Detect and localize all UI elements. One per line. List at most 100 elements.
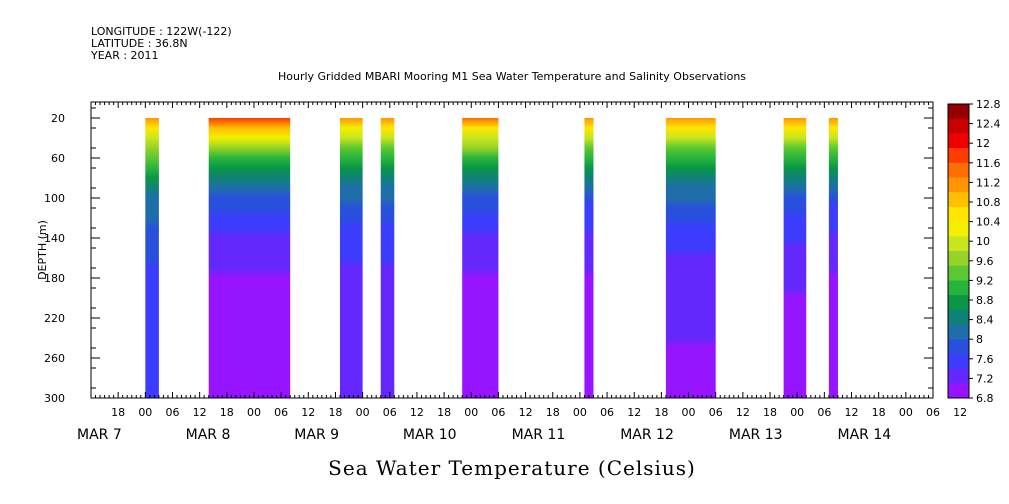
x-hour-tick-label: 06 bbox=[600, 406, 614, 419]
data-segment bbox=[339, 118, 363, 398]
year-label: YEAR : 2011 bbox=[90, 49, 159, 62]
colorbar-label: 8 bbox=[976, 333, 983, 346]
colorbar-band bbox=[948, 368, 969, 384]
x-hour-tick-label: 00 bbox=[790, 406, 804, 419]
colorbar-label: 6.8 bbox=[976, 392, 994, 405]
colorbar-label: 9.2 bbox=[976, 274, 994, 287]
colorbar-label: 11.6 bbox=[976, 157, 1001, 170]
colorbar-label: 12.4 bbox=[976, 118, 1001, 131]
colorbar-band bbox=[948, 265, 969, 281]
x-hour-tick-label: 06 bbox=[817, 406, 831, 419]
colorbar: 12.8 12.4 12 11.6 11.2 10.8 10.4 10 9.6 9.2 8.8 8.4… bbox=[947, 98, 1001, 405]
colorbar-label: 11.2 bbox=[976, 176, 1001, 189]
colorbar-label: 12 bbox=[976, 137, 990, 150]
colorbar-band bbox=[948, 353, 969, 370]
x-hour-tick-label: 06 bbox=[383, 406, 397, 419]
colorbar-label: 9.6 bbox=[976, 255, 994, 268]
y-axis: 20 60 100 140 180 220 260 300 bbox=[44, 107, 933, 405]
x-hour-tick-label: 18 bbox=[763, 406, 777, 419]
x-hour-tick-label: 18 bbox=[328, 406, 342, 419]
x-day-label: MAR 12 bbox=[620, 427, 674, 443]
colorbar-band bbox=[948, 192, 969, 208]
colorbar-label: 8.8 bbox=[976, 294, 994, 307]
x-hour-tick-label: 00 bbox=[247, 406, 261, 419]
colorbar-band bbox=[948, 339, 969, 355]
x-hour-tick-label: 12 bbox=[519, 406, 533, 419]
y-tick-label: 20 bbox=[51, 112, 65, 125]
x-day-label: MAR 7 bbox=[77, 427, 122, 443]
x-hour-tick-label: 18 bbox=[654, 406, 668, 419]
x-day-label: MAR 10 bbox=[403, 427, 457, 443]
y-axis-label: DEPTH (m) bbox=[36, 220, 49, 280]
colorbar-band bbox=[948, 383, 969, 399]
y-tick-label: 260 bbox=[44, 352, 65, 365]
latitude-label: LATITUDE : 36.8N bbox=[91, 37, 188, 50]
colorbar-title: Sea Water Temperature (Celsius) bbox=[328, 456, 696, 480]
x-hour-tick-label: 18 bbox=[220, 406, 234, 419]
colorbar-label: 8.4 bbox=[976, 314, 994, 327]
x-hour-tick-label: 12 bbox=[953, 406, 967, 419]
x-day-label: MAR 9 bbox=[294, 427, 339, 443]
colorbar-band bbox=[948, 309, 969, 325]
colorbar-label: 10 bbox=[976, 235, 990, 248]
x-hour-tick-label: 06 bbox=[926, 406, 940, 419]
x-hour-tick-label: 06 bbox=[709, 406, 723, 419]
x-hour-tick-label: 00 bbox=[899, 406, 913, 419]
y-tick-label: 60 bbox=[51, 152, 65, 165]
colorbar-band bbox=[948, 206, 969, 223]
colorbar-band bbox=[948, 324, 969, 340]
colorbar-band bbox=[948, 104, 969, 120]
data-segments bbox=[145, 118, 838, 398]
data-segment bbox=[145, 118, 159, 398]
x-hour-tick-label: 18 bbox=[111, 406, 125, 419]
y-tick-label: 180 bbox=[44, 272, 65, 285]
x-day-label: MAR 11 bbox=[512, 427, 566, 443]
colorbar-band bbox=[948, 251, 969, 267]
x-hour-tick-label: 00 bbox=[573, 406, 587, 419]
longitude-label: LONGITUDE : 122W(-122) bbox=[91, 25, 232, 38]
colorbar-label: 7.2 bbox=[976, 372, 994, 385]
x-hour-tick-label: 18 bbox=[437, 406, 451, 419]
x-hour-tick-label: 12 bbox=[193, 406, 207, 419]
colorbar-label: 7.6 bbox=[976, 353, 994, 366]
colorbar-label: 10.4 bbox=[976, 216, 1001, 229]
x-hour-tick-label: 12 bbox=[845, 406, 859, 419]
data-segment bbox=[828, 118, 838, 398]
x-hour-tick-label: 12 bbox=[410, 406, 424, 419]
data-segment bbox=[584, 118, 594, 398]
colorbar-band bbox=[948, 133, 969, 149]
x-day-label: MAR 8 bbox=[186, 427, 231, 443]
x-hour-tick-label: 18 bbox=[546, 406, 560, 419]
x-day-label: MAR 13 bbox=[729, 427, 783, 443]
colorbar-border bbox=[947, 103, 970, 399]
x-axis: 18 00 06 12 18 00 06 12 18 00 06 12 18 00 06 12 18 00 06 12… bbox=[77, 102, 967, 443]
x-hour-tick-label: 00 bbox=[356, 406, 370, 419]
colorbar-band bbox=[948, 162, 969, 178]
x-hour-tick-label: 12 bbox=[627, 406, 641, 419]
data-segment bbox=[783, 118, 807, 398]
data-segment bbox=[462, 118, 499, 398]
colorbar-band bbox=[948, 295, 969, 311]
y-tick-label: 140 bbox=[44, 232, 65, 245]
colorbar-label: 12.8 bbox=[976, 98, 1001, 111]
colorbar-label: 10.8 bbox=[976, 196, 1001, 209]
x-hour-tick-label: 00 bbox=[464, 406, 478, 419]
colorbar-band bbox=[948, 148, 969, 164]
x-hour-tick-label: 06 bbox=[165, 406, 179, 419]
x-hour-tick-label: 12 bbox=[736, 406, 750, 419]
data-segment bbox=[208, 118, 291, 398]
x-hour-tick-label: 00 bbox=[682, 406, 696, 419]
data-segment bbox=[380, 118, 395, 398]
x-day-label: MAR 14 bbox=[838, 427, 892, 443]
colorbar-band bbox=[948, 280, 969, 296]
x-hour-tick-label: 00 bbox=[138, 406, 152, 419]
y-tick-label: 300 bbox=[44, 392, 65, 405]
x-hour-tick-label: 12 bbox=[301, 406, 315, 419]
chart-title: Hourly Gridded MBARI Mooring M1 Sea Wate… bbox=[278, 70, 746, 83]
colorbar-band bbox=[948, 236, 969, 252]
x-hour-tick-label: 06 bbox=[274, 406, 288, 419]
y-tick-label: 220 bbox=[44, 312, 65, 325]
colorbar-band bbox=[948, 177, 969, 193]
colorbar-band bbox=[948, 221, 969, 237]
